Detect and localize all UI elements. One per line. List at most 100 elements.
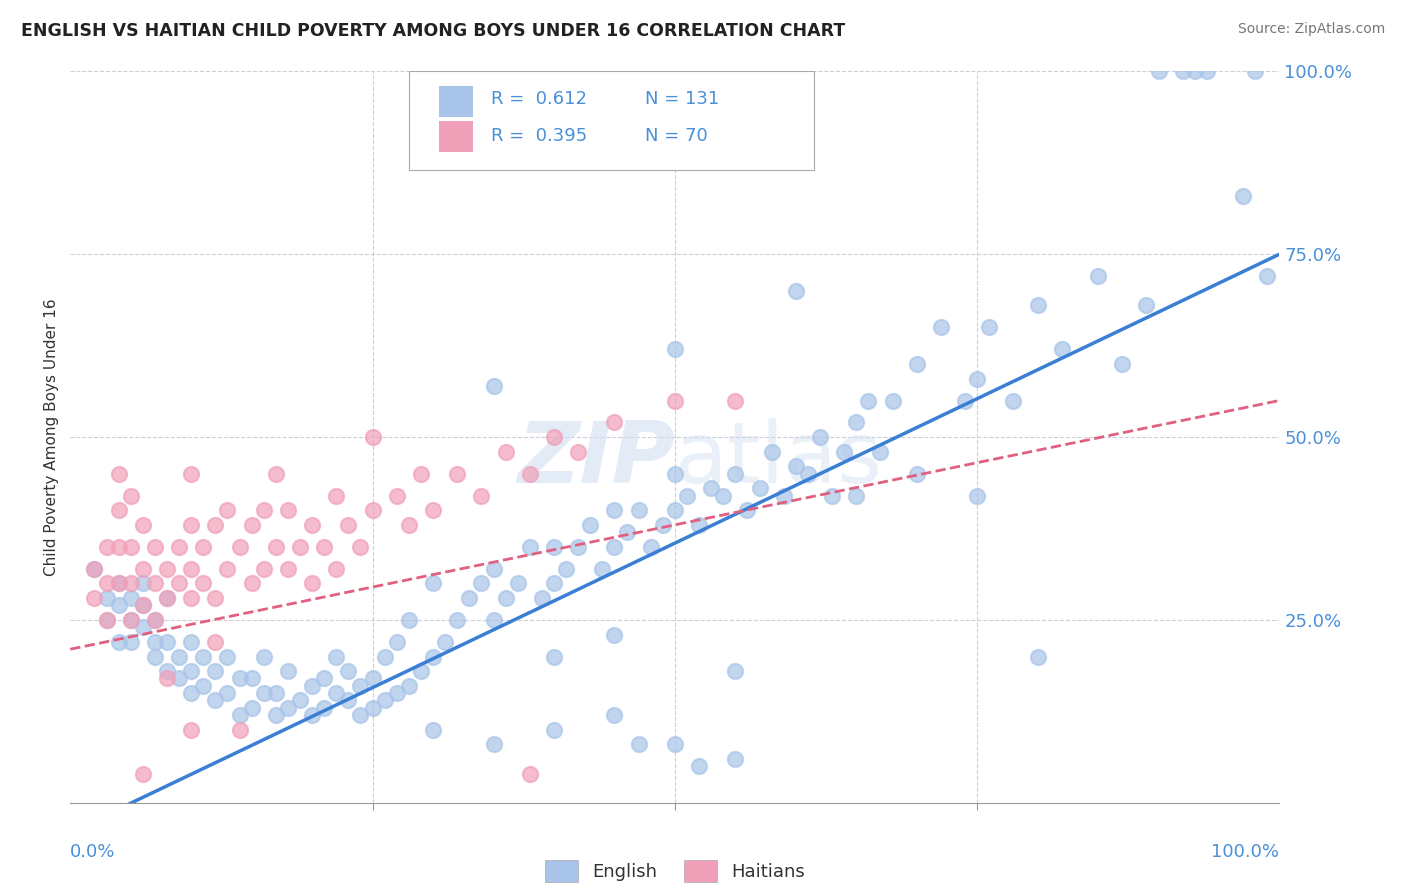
Point — [132, 599, 155, 613]
Point — [143, 613, 166, 627]
Point — [640, 540, 662, 554]
Point — [240, 672, 263, 686]
Point — [107, 576, 129, 591]
Point — [143, 613, 166, 627]
Point — [1244, 64, 1267, 78]
Point — [422, 503, 444, 517]
Point — [337, 693, 360, 707]
Point — [301, 708, 323, 723]
Point — [882, 393, 904, 408]
Point — [1195, 64, 1218, 78]
Point — [664, 737, 686, 751]
Point — [519, 766, 541, 780]
Point — [458, 591, 481, 605]
Point — [422, 649, 444, 664]
Point — [664, 503, 686, 517]
Point — [398, 517, 420, 532]
Text: N = 131: N = 131 — [644, 90, 718, 108]
Point — [132, 517, 155, 532]
Point — [651, 517, 673, 532]
Point — [337, 664, 360, 678]
Point — [616, 525, 638, 540]
Point — [228, 708, 250, 723]
Point — [120, 591, 142, 605]
Point — [664, 343, 686, 357]
Point — [470, 489, 492, 503]
Point — [519, 540, 541, 554]
Point — [966, 489, 988, 503]
Point — [361, 700, 384, 714]
Point — [167, 540, 190, 554]
Point — [349, 540, 371, 554]
Point — [953, 393, 976, 408]
Point — [167, 672, 190, 686]
FancyBboxPatch shape — [409, 71, 814, 170]
Point — [1232, 188, 1254, 202]
Point — [482, 613, 505, 627]
Point — [132, 576, 155, 591]
Point — [785, 284, 807, 298]
Point — [567, 540, 589, 554]
Point — [167, 649, 190, 664]
Point — [193, 649, 215, 664]
Text: ZIP: ZIP — [517, 417, 675, 500]
Point — [409, 467, 432, 481]
Point — [288, 693, 311, 707]
Point — [83, 591, 105, 605]
Point — [724, 467, 747, 481]
Point — [277, 700, 299, 714]
Point — [120, 540, 142, 554]
Point — [180, 723, 202, 737]
Point — [96, 613, 118, 627]
Point — [446, 613, 468, 627]
Point — [398, 613, 420, 627]
Point — [664, 467, 686, 481]
Text: 100.0%: 100.0% — [1212, 843, 1279, 861]
Point — [228, 672, 250, 686]
Text: atlas: atlas — [675, 417, 883, 500]
Point — [264, 708, 287, 723]
Point — [143, 649, 166, 664]
Point — [374, 693, 396, 707]
Point — [277, 562, 299, 576]
Point — [107, 540, 129, 554]
Point — [120, 613, 142, 627]
Point — [832, 444, 855, 458]
Point — [446, 467, 468, 481]
Point — [724, 393, 747, 408]
Point — [785, 459, 807, 474]
Point — [845, 416, 868, 430]
Point — [495, 444, 517, 458]
Text: R =  0.612: R = 0.612 — [491, 90, 588, 108]
Point — [688, 759, 710, 773]
Point — [664, 393, 686, 408]
Point — [240, 576, 263, 591]
Point — [676, 489, 699, 503]
Text: R =  0.395: R = 0.395 — [491, 127, 588, 145]
Point — [374, 649, 396, 664]
Point — [193, 679, 215, 693]
Point — [543, 649, 565, 664]
Point — [579, 517, 602, 532]
Point — [543, 540, 565, 554]
Point — [314, 700, 336, 714]
Point — [193, 540, 215, 554]
Point — [434, 635, 457, 649]
Point — [700, 481, 723, 495]
Point — [567, 444, 589, 458]
Point — [96, 540, 118, 554]
Point — [627, 737, 650, 751]
Text: 0.0%: 0.0% — [70, 843, 115, 861]
Point — [1135, 298, 1157, 312]
Point — [180, 664, 202, 678]
Point — [301, 517, 323, 532]
Point — [180, 562, 202, 576]
Point — [808, 430, 831, 444]
Point — [264, 686, 287, 700]
Point — [385, 489, 408, 503]
Point — [96, 591, 118, 605]
Point — [120, 613, 142, 627]
Point — [555, 562, 578, 576]
Point — [96, 576, 118, 591]
Point — [217, 686, 239, 700]
